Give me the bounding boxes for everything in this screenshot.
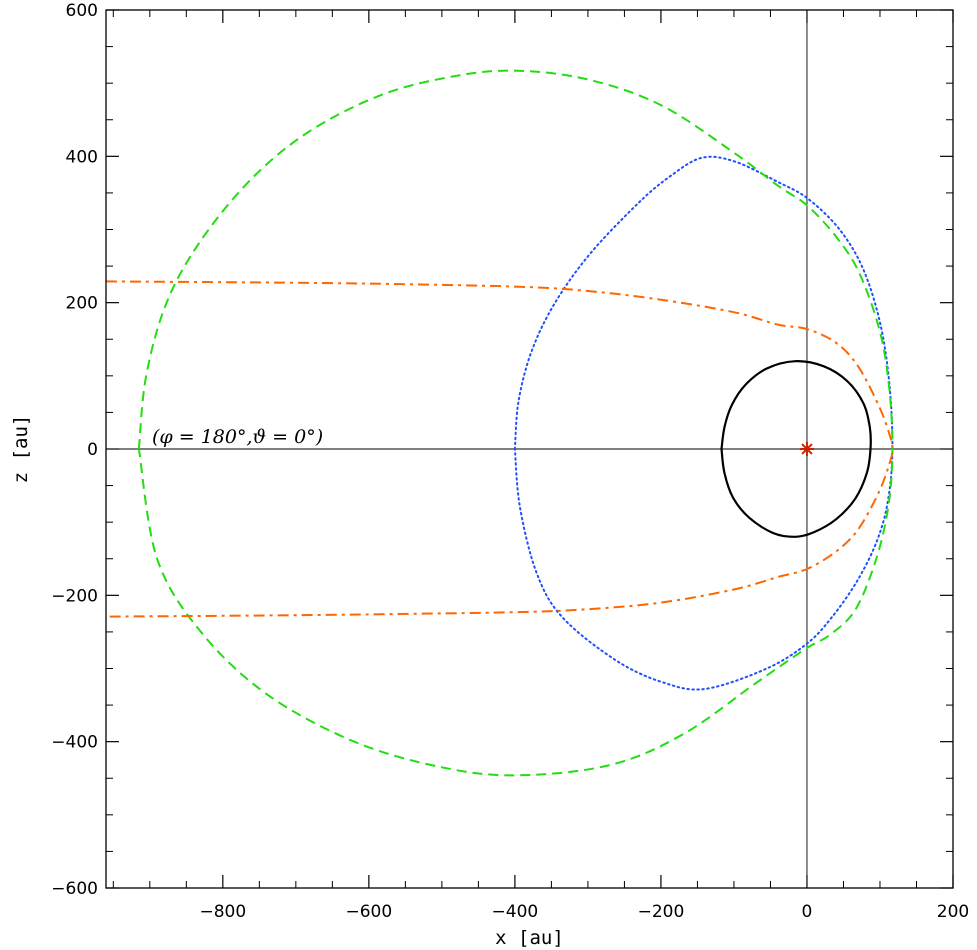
ticks-layer: [106, 9, 954, 889]
y-tick-label: 400: [66, 147, 98, 167]
x-tick-label: −600: [346, 902, 393, 922]
series-dashed-curve: [137, 69, 894, 777]
y-tick-label: −600: [51, 879, 98, 899]
x-tick-label: −800: [199, 902, 246, 922]
y-tick-label: 0: [87, 440, 98, 460]
y-tick-label: 200: [66, 294, 98, 314]
y-tick-label: −200: [51, 586, 98, 606]
star-marker: [799, 442, 814, 456]
x-tick-label: −400: [492, 902, 539, 922]
direction-annotation: (φ = 180°,ϑ = 0°): [152, 426, 323, 448]
series-solid-curve: [720, 360, 872, 538]
tick-labels-layer: −800 −600 −400 −200 0 200 −600 −400 −200 0 200 400 6…: [51, 1, 969, 922]
x-tick-label: 200: [937, 902, 969, 922]
y-axis-title: z [au]: [10, 415, 32, 484]
x-tick-label: 0: [802, 902, 813, 922]
reference-lines-layer: [106, 10, 953, 888]
star-marker-stroke: [801, 443, 813, 455]
x-axis-title: x [au]: [495, 927, 564, 949]
y-tick-label: −400: [51, 733, 98, 753]
y-tick-label: 600: [66, 1, 98, 21]
x-tick-label: −200: [638, 902, 685, 922]
plot-frame: [105, 9, 954, 889]
series-layer: [105, 69, 894, 777]
